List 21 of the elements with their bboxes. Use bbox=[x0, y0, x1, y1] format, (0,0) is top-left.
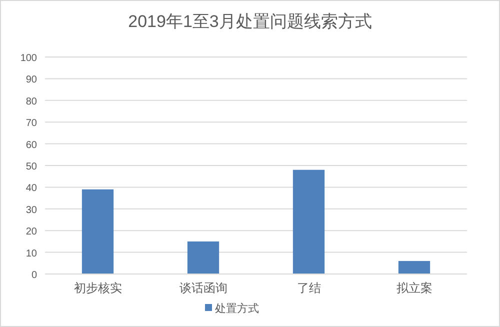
y-tick-label: 100 bbox=[20, 53, 38, 64]
y-tick-label: 20 bbox=[26, 226, 38, 238]
x-tick-label: 拟立案 bbox=[396, 281, 432, 295]
chart-title: 2019年1至3月处置问题线索方式 bbox=[128, 12, 372, 31]
bar bbox=[187, 241, 220, 274]
bar bbox=[398, 260, 430, 274]
legend-label: 处置方式 bbox=[215, 302, 259, 315]
y-tick-label: 90 bbox=[26, 74, 38, 86]
x-tick-label: 谈话函询 bbox=[179, 281, 228, 295]
y-tick-label: 50 bbox=[26, 162, 38, 172]
y-tick-label: 80 bbox=[26, 96, 38, 108]
y-tick-label: 10 bbox=[26, 248, 38, 260]
x-tick-label: 初步核实 bbox=[74, 281, 122, 295]
y-tick-label: 30 bbox=[26, 204, 38, 216]
y-tick-label: 60 bbox=[26, 140, 38, 151]
y-tick-label: 40 bbox=[26, 183, 38, 194]
x-tick-label: 了结 bbox=[296, 281, 321, 295]
bar bbox=[82, 189, 114, 274]
y-tick-label: 0 bbox=[31, 270, 38, 281]
y-tick-label: 70 bbox=[26, 118, 38, 130]
bar bbox=[292, 170, 325, 274]
